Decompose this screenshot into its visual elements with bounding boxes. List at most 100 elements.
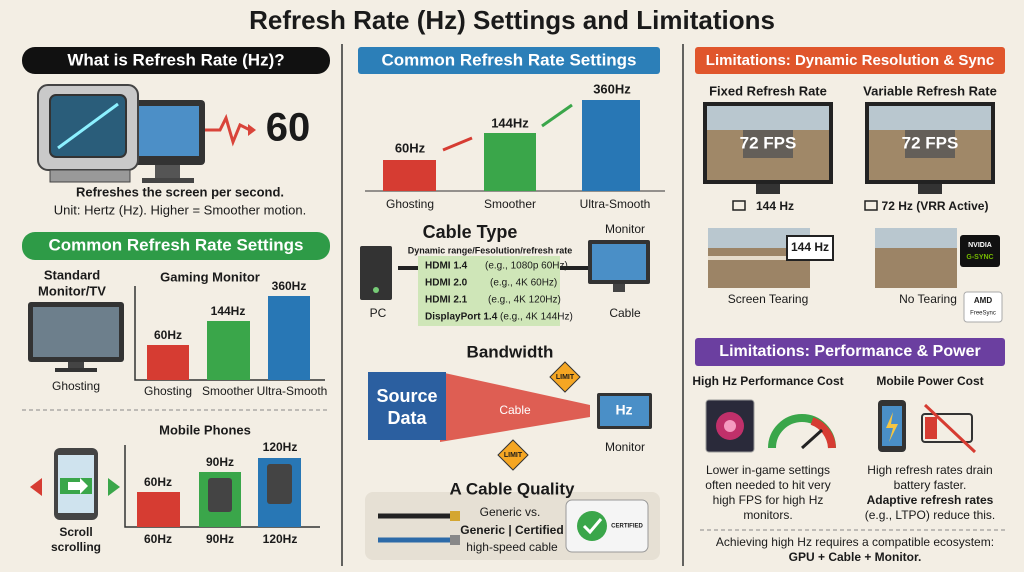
tearing-caption: Screen Tearing — [728, 292, 809, 306]
limit-text: LIMIT — [504, 452, 523, 459]
cable-type-title: Cable Type — [423, 222, 518, 242]
refresh-bar-label: 144Hz — [491, 115, 529, 130]
mobile-bar-label: 90Hz — [206, 455, 234, 469]
gaming-label: Gaming Monitor — [160, 269, 260, 284]
badge-text: CERTIFIED — [611, 524, 643, 530]
freesync-text: FreeSync — [970, 311, 996, 317]
perf-text: monitors. — [743, 508, 792, 522]
desc: Unit: Hertz (Hz). Higher = Smoother moti… — [54, 202, 307, 217]
cable-example: (e.g., 4K 120Hz) — [488, 295, 561, 306]
refresh-bar — [582, 100, 640, 191]
source-text: Source — [376, 386, 437, 406]
game-screen-part — [869, 106, 991, 130]
fps-text: 72 FPS — [902, 133, 959, 152]
phone-illustration-part — [68, 478, 88, 494]
check-mark — [582, 518, 603, 535]
mobile-bar-label: 120Hz — [263, 440, 298, 454]
standard-caption: Ghosting — [52, 379, 100, 393]
mobile-bar-caption: 120Hz — [263, 532, 298, 546]
power-text: battery faster. — [894, 478, 967, 492]
variable-title: Variable Refresh Rate — [863, 83, 997, 98]
bandwidth-screen — [600, 396, 649, 426]
monitor-glyph — [732, 200, 746, 211]
refresh-bar — [383, 160, 436, 191]
cable-example: (e.g., 4K 60Hz) — [490, 278, 557, 289]
game-screen — [865, 102, 995, 194]
phone-battery-illustration-part — [921, 413, 973, 443]
right-column: Limitations: Dynamic Resolution & Sync F… — [692, 47, 1005, 564]
mobile-bar — [137, 492, 180, 527]
mobile-bar-label: 60Hz — [144, 475, 172, 489]
no-tearing-image — [875, 228, 957, 288]
mobile-bar-caption: 90Hz — [206, 532, 234, 546]
phone-icon — [267, 464, 292, 504]
bandwidth-funnel — [440, 372, 590, 442]
gaming-bar-caption: Smoother — [202, 384, 254, 398]
quality-title: A Cable Quality — [449, 479, 575, 498]
freesync-text: AMD — [974, 296, 992, 305]
refresh-bar-caption: Smoother — [484, 197, 536, 211]
mobile-axis — [124, 445, 320, 528]
header-pill — [695, 47, 1005, 74]
gpu-illustration-part — [724, 420, 736, 432]
gaming-bar — [147, 345, 189, 380]
perf-text: often needed to hit very — [705, 478, 830, 492]
screen-text: Hz — [615, 402, 632, 418]
quality-line: high-speed cable — [466, 540, 558, 554]
variable-caption: 72 Hz (VRR Active) — [882, 199, 989, 213]
cable-label: Cable — [609, 306, 641, 320]
big-value: 60 — [266, 106, 311, 150]
game-screen-part — [756, 184, 780, 194]
gauge-illustration-part — [810, 417, 836, 449]
perf-text: Lower in-game settings — [706, 463, 830, 477]
game-screen-part — [905, 130, 955, 158]
phone-battery-illustration — [878, 400, 977, 454]
cable-name: HDMI 1.4 — [425, 261, 468, 272]
pulse-arrow — [248, 124, 256, 136]
refresh-bar-label: 60Hz — [395, 140, 426, 155]
footer: Achieving high Hz requires a compatible … — [716, 535, 994, 549]
header-text: What is Refresh Rate (Hz)? — [67, 50, 284, 69]
cable-plug — [450, 511, 460, 521]
monitor-illustration — [37, 84, 205, 183]
gaming-bar-label: 144Hz — [211, 304, 246, 318]
tearing-image-part — [708, 228, 810, 248]
tv-illustration-part — [55, 368, 97, 372]
gaming-bar — [207, 321, 250, 380]
gsync-badge — [960, 235, 1000, 267]
monitor-label: Monitor — [605, 222, 645, 236]
header-text: Limitations: Dynamic Resolution & Sync — [706, 52, 994, 69]
cable-example: (e.g., 4K 144Hz) — [500, 312, 573, 323]
monitor-icon-part — [613, 284, 625, 292]
game-screen — [703, 102, 833, 194]
monitor-illustration-part — [136, 106, 199, 156]
pc-tower — [360, 246, 392, 300]
mobile-bar-caption: 60Hz — [144, 532, 172, 546]
phone-icon — [208, 478, 232, 512]
gpu-illustration — [705, 399, 755, 453]
pc-label: PC — [370, 306, 387, 320]
arrow — [442, 136, 473, 152]
quality-line: Generic vs. — [480, 505, 541, 519]
pc-tower-part — [373, 287, 379, 293]
cable-table-bg — [418, 256, 560, 326]
gaming-bar — [268, 296, 310, 380]
pc-tower-part — [360, 246, 392, 300]
phone-illustration — [30, 448, 120, 520]
bandwidth-title: Bandwidth — [467, 342, 554, 361]
game-screen-part — [707, 106, 829, 130]
no-tearing-caption: No Tearing — [899, 292, 957, 306]
section-pill — [695, 338, 1005, 366]
phone-battery-illustration-part — [923, 403, 977, 454]
gaming-bar-caption: Ultra-Smooth — [257, 384, 328, 398]
section-text: Limitations: Performance & Power — [719, 343, 980, 360]
gaming-axis — [134, 286, 325, 381]
gsync-text: G-SYNC — [966, 254, 993, 261]
bandwidth-cable: Cable — [499, 403, 531, 417]
perf-text: high FPS for high Hz — [713, 493, 824, 507]
monitor-illustration-part — [57, 102, 119, 150]
limit-text: LIMIT — [556, 374, 575, 381]
scroll-caption: Scroll — [59, 525, 92, 539]
